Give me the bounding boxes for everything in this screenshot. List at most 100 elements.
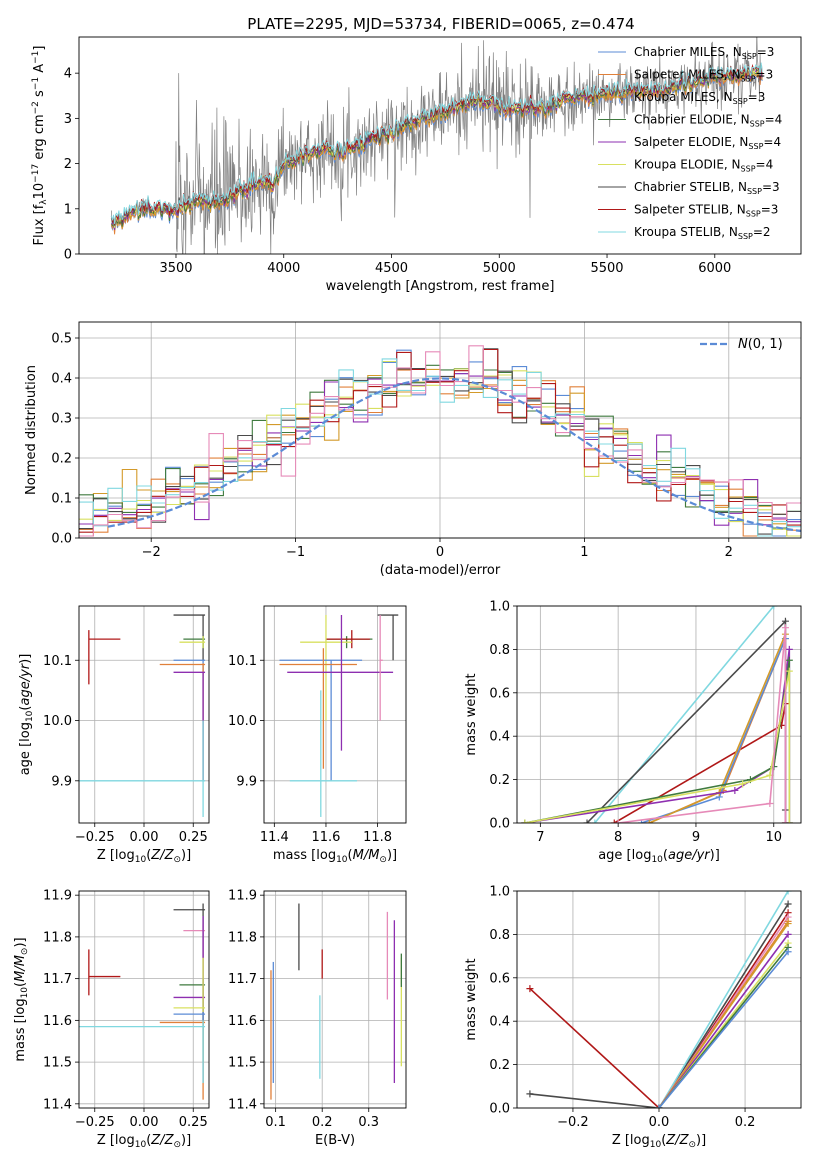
point-marker: [784, 900, 792, 908]
x-axis-label: wavelength [Angstrom, rest frame]: [326, 279, 555, 294]
y-tick-label: 0.4: [489, 1015, 510, 1030]
errorbar-point: [79, 1020, 206, 1083]
series-salpeter-elodie: [658, 933, 789, 1108]
x-tick-label: −0.2: [557, 1115, 589, 1130]
x-tick-label: 0.00: [130, 1115, 159, 1130]
legend-entry: Kroupa MILES, NSSP=3: [634, 90, 765, 106]
errorbar-point: [173, 614, 206, 661]
hist-kroupa-stelib: [79, 358, 801, 537]
point-marker: [784, 930, 792, 938]
point-marker: [766, 799, 774, 807]
x-tick-label: 0.2: [735, 1115, 756, 1130]
axes-frame: [516, 605, 802, 824]
x-tick-label: 0.00: [130, 830, 159, 845]
y-tick-label: 1.0: [489, 885, 510, 900]
spectrum-legend: Chabrier MILES, NSSP=3 Salpeter MILES, NS…: [598, 45, 782, 241]
errorbar-point: [289, 690, 357, 817]
legend-entry: Salpeter MILES, NSSP=3: [634, 68, 773, 84]
y-axis-label: Flux [fλ10−17 erg cm−2 s−1 A−1]: [31, 46, 49, 246]
y-tick-label: 11.9: [43, 889, 72, 904]
errorbar-point: [173, 916, 206, 1021]
series-pink: [618, 627, 787, 823]
axes-frame: [78, 36, 802, 255]
y-axis-label: mass weight: [464, 673, 479, 755]
panel-mass-vs-EBV: 0.1 0.2 0.3 11.4 11.5 11.6 11.7 11.8 11.9 E(B-V): [228, 889, 407, 1148]
x-tick-label: −0.25: [75, 830, 115, 845]
point-marker: [526, 985, 534, 993]
errorbar-point: [159, 1020, 206, 1100]
y-tick-label: 10.1: [43, 654, 72, 669]
point-marker: [770, 606, 778, 610]
plot-area: [279, 614, 399, 817]
panel-age-vs-mass: 11.4 11.6 11.8 9.9 10.0 10.1 mass [log10(M/M⊙)…: [228, 605, 407, 865]
x-axis-label: (data-model)/error: [380, 563, 501, 578]
x-tick-label: 8: [614, 830, 622, 845]
hist-pink: [79, 345, 801, 537]
x-tick-label: 0.2: [312, 1115, 333, 1130]
x-tick-label: 7: [536, 830, 544, 845]
series-chabrier-miles: [658, 951, 789, 1108]
y-tick-label: 0.2: [51, 452, 72, 467]
y-tick-label: 0.8: [489, 643, 510, 658]
errorbar-point: [287, 615, 394, 751]
x-tick-label: 11.8: [363, 830, 392, 845]
y-axis-label: mass weight: [464, 958, 479, 1040]
point-marker: [739, 780, 747, 788]
axes-frame: [78, 605, 210, 824]
y-axis-label: Normed distribution: [24, 365, 39, 495]
series-kroupa-stelib: [658, 891, 789, 1108]
y-tick-label: 9.9: [236, 774, 257, 789]
y-tick-label: 0.0: [489, 817, 510, 832]
y-tick-label: 11.6: [228, 1014, 257, 1029]
legend-entry: N(0, 1): [738, 337, 783, 352]
y-tick-label: 0.0: [51, 532, 72, 547]
x-axis-label: E(B-V): [315, 1133, 355, 1148]
axes-frame: [78, 321, 802, 539]
y-tick-label: 0.2: [489, 1058, 510, 1073]
y-tick-label: 11.6: [43, 1014, 72, 1029]
x-tick-label: 4500: [375, 261, 408, 276]
y-axis-label: age [log10(age/yr)]: [18, 654, 35, 776]
series-salpeter-stelib: [529, 912, 789, 1108]
point-marker: [785, 656, 793, 664]
point-marker: [655, 1104, 663, 1108]
residual-legend: N(0, 1): [700, 337, 783, 352]
y-tick-label: 10.0: [228, 714, 257, 729]
y-tick-label: 11.8: [228, 930, 257, 945]
panel-age-vs-Z: −0.25 0.00 0.25 9.9 10.0 10.1 Z [log10(Z/Z⊙)] a…: [18, 605, 210, 865]
plot-area: [79, 614, 206, 817]
y-tick-label: 1.0: [489, 600, 510, 615]
point-marker: [781, 617, 789, 625]
x-tick-label: 11.4: [260, 830, 289, 845]
x-tick-label: −1: [286, 545, 305, 560]
y-tick-label: 9.9: [51, 774, 72, 789]
x-axis-label: Z [log10(Z/Z⊙)]: [612, 1133, 706, 1150]
y-tick-label: 11.5: [43, 1056, 72, 1071]
legend-entry: Kroupa ELODIE, NSSP=4: [634, 158, 773, 174]
point-marker: [785, 667, 793, 675]
point-marker: [781, 819, 789, 823]
x-tick-label: −2: [142, 545, 161, 560]
x-tick-label: 0.0: [649, 1115, 670, 1130]
y-tick-label: 11.7: [228, 972, 257, 987]
x-tick-label: 9: [692, 830, 700, 845]
model-kroupa-stelib: [110, 62, 763, 225]
x-tick-label: 5000: [483, 261, 516, 276]
errorbar-point: [173, 671, 206, 781]
legend-entry: Chabrier STELIB, NSSP=3: [634, 180, 780, 196]
plot-area: [526, 891, 792, 1108]
errorbar-point: [279, 659, 363, 781]
errorbar-point: [279, 648, 357, 769]
x-tick-label: 5500: [590, 261, 623, 276]
y-tick-label: 0.8: [489, 928, 510, 943]
x-axis-label: Z [log10(Z/Z⊙)]: [97, 848, 191, 865]
legend-entry: Salpeter STELIB, NSSP=3: [634, 203, 778, 219]
y-tick-label: 3: [64, 112, 72, 127]
y-tick-label: 11.9: [228, 889, 257, 904]
point-marker: [784, 891, 792, 895]
legend-entry: Chabrier MILES, NSSP=3: [634, 45, 774, 61]
point-marker: [785, 645, 793, 653]
x-tick-label: 3500: [159, 261, 192, 276]
